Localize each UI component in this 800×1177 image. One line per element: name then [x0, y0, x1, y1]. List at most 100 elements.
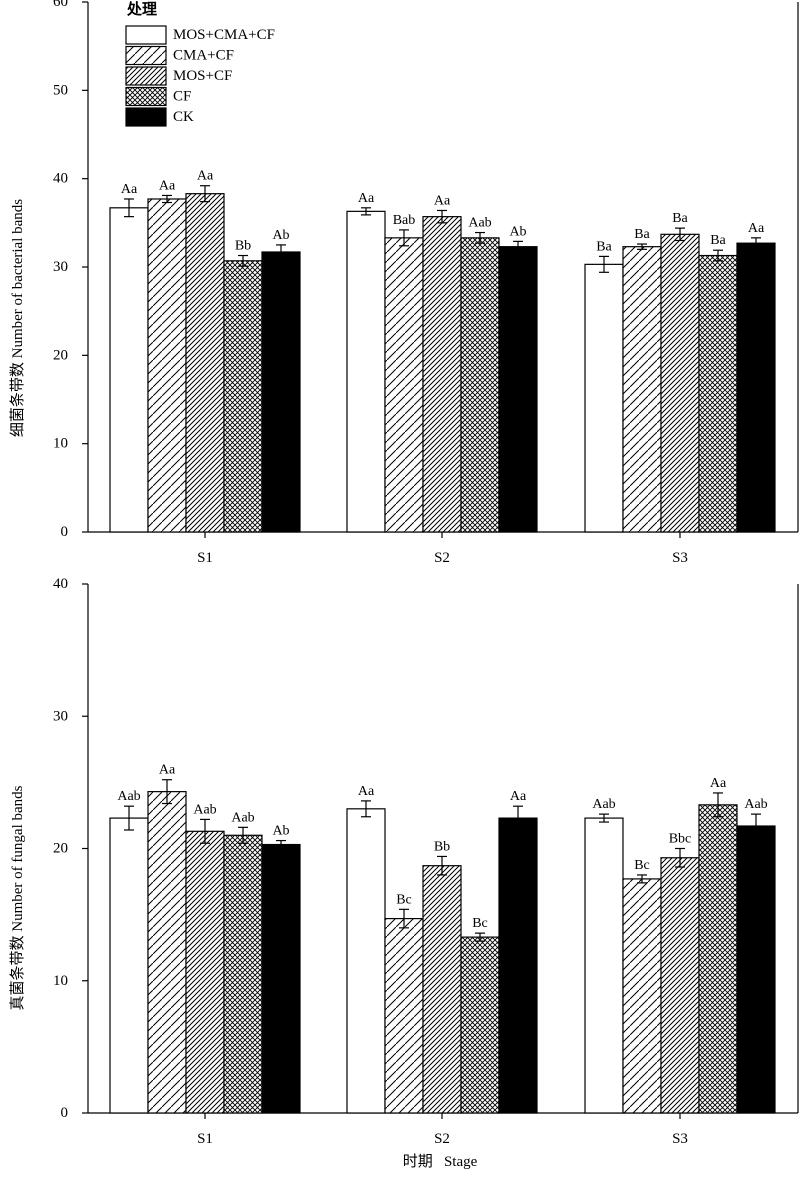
bacterial-significance-label: Aa [121, 182, 138, 197]
bacterial-y-tick-label: 0 [61, 524, 69, 540]
legend-entry-label: MOS+CF [173, 68, 232, 84]
bacterial-significance-label: Ba [710, 233, 726, 248]
fungal-bar [346, 808, 386, 1114]
bacterial-bar [498, 246, 538, 533]
fungal-bar [223, 834, 263, 1114]
bacterial-x-ticks: S1 S2 S3 [197, 532, 688, 566]
fungal-significance-label: Bc [396, 892, 412, 907]
bacterial-significance-label: Bb [235, 239, 251, 254]
bacterial-y-tick-label: 30 [53, 259, 68, 275]
fungal-significance-label: Aa [510, 789, 527, 804]
bacterial-bar [147, 198, 187, 533]
bacterial-y-ticks: 0 10 20 30 40 50 60 [53, 0, 88, 540]
fungal-significance-label: Aab [744, 797, 767, 812]
bacterial-significance-label: Ab [509, 224, 526, 239]
legend-entry-label: CK [173, 109, 194, 125]
fungal-significance-label: Aab [592, 797, 615, 812]
bacterial-bar [346, 210, 386, 533]
bacterial-significance-label: Aab [468, 216, 491, 231]
bacterial-bar [622, 246, 662, 533]
fungal-bar [384, 917, 424, 1114]
legend-title: 处理 [126, 0, 157, 18]
bacterial-significance-label: Ba [672, 211, 688, 226]
fungal-bar [584, 817, 624, 1114]
legend-entry-label: MOS+CMA+CF [173, 27, 275, 43]
fungal-bar [261, 843, 301, 1114]
legend-swatch [125, 45, 167, 66]
fungal-significance-label: Aab [231, 810, 254, 825]
fungal-significance-label: Aab [193, 802, 216, 817]
bacterial-significance-label: Ba [634, 227, 650, 242]
fungal-bar [109, 817, 149, 1114]
bacterial-bars: Aa Aa Ba Aa Bab Ba Aa Aa Ba Bb Aab Ba Ab Ab Aa [109, 169, 776, 533]
bacterial-bar [422, 216, 462, 533]
legend-entry-label: CF [173, 89, 191, 105]
bacterial-significance-label: Aa [358, 191, 375, 206]
bacterial-y-tick-label: 20 [53, 347, 68, 363]
legend-swatch [125, 66, 167, 86]
x-axis-title: 时期 Stage [403, 1153, 478, 1170]
bacterial-significance-label: Ba [596, 239, 612, 254]
fungal-bar [736, 825, 776, 1114]
fungal-y-ticks: 0 10 20 30 40 [53, 576, 88, 1121]
fungal-x-ticks: S1 S2 S3 [197, 1113, 688, 1147]
fungal-category-label: S3 [672, 1131, 688, 1147]
fungal-category-label: S1 [197, 1131, 213, 1147]
fungal-category-label: S2 [434, 1131, 450, 1147]
fungal-significance-label: Aa [710, 776, 727, 791]
fungal-y-tick-label: 10 [53, 973, 68, 989]
bacterial-category-label: S1 [197, 550, 213, 566]
bacterial-bar [384, 237, 424, 533]
fungal-y-tick-label: 20 [53, 841, 68, 857]
bacterial-bar [584, 263, 624, 533]
fungal-bar [698, 804, 738, 1114]
fungal-significance-label: Aa [358, 784, 375, 799]
bacterial-significance-label: Aa [748, 221, 765, 236]
bacterial-bar [185, 193, 225, 533]
bacterial-y-tick-label: 10 [53, 436, 68, 452]
fungal-bar [660, 857, 700, 1114]
fungal-significance-label: Bbc [669, 832, 692, 847]
bacterial-bar [660, 233, 700, 533]
fungal-bar [622, 878, 662, 1114]
fungal-bar [147, 791, 187, 1114]
fungal-bars: Aab Aa Aab Aa Bc Bc Aab Bb Bbc Aab Bc Aa Ab Aa Aab [109, 763, 776, 1114]
bacterial-bar [460, 237, 500, 533]
bacterial-category-label: S2 [434, 550, 450, 566]
bacterial-bar [698, 254, 738, 533]
fungal-significance-label: Aa [159, 763, 176, 778]
fungal-bar [498, 817, 538, 1114]
legend: 处理 MOS+CMA+CF CMA+CF MOS+CF CF CK [125, 0, 275, 127]
bacterial-chart: 0 10 20 30 40 50 60 S1 S2 S3 Aa Aa Ba Aa Bab Ba Aa Aa Ba… [9, 0, 799, 566]
bacterial-significance-label: Aa [434, 193, 451, 208]
legend-swatch [125, 107, 167, 127]
bacterial-bar [261, 251, 301, 533]
fungal-significance-label: Bc [634, 858, 650, 873]
fungal-significance-label: Bc [472, 916, 488, 931]
bacterial-y-tick-label: 60 [53, 0, 68, 10]
fungal-bar [460, 936, 500, 1114]
bacterial-category-label: S3 [672, 550, 688, 566]
legend-swatch [125, 25, 167, 45]
bacterial-significance-label: Ab [272, 228, 289, 243]
fungal-significance-label: Bb [434, 839, 450, 854]
fungal-significance-label: Ab [272, 824, 289, 839]
bacterial-significance-label: Aa [159, 178, 176, 193]
bacterial-bar [109, 207, 149, 533]
fungal-y-tick-label: 40 [53, 576, 68, 592]
fungal-bar [185, 830, 225, 1114]
legend-swatch [125, 86, 167, 107]
fungal-y-axis-title: 真菌条带数 Number of fungal bands [8, 785, 26, 1010]
bacterial-y-tick-label: 50 [53, 82, 68, 98]
bacterial-significance-label: Bab [393, 213, 416, 228]
legend-entry-label: CMA+CF [173, 48, 234, 64]
fungal-y-tick-label: 0 [61, 1105, 69, 1121]
bacterial-bar [736, 242, 776, 533]
bacterial-y-axis-title: 细菌条带数 Number of bacterial bands [9, 199, 26, 437]
bacterial-significance-label: Aa [197, 169, 214, 184]
fungal-y-tick-label: 30 [53, 708, 68, 724]
bacterial-y-tick-label: 40 [53, 171, 68, 187]
fungal-significance-label: Aab [117, 789, 140, 804]
